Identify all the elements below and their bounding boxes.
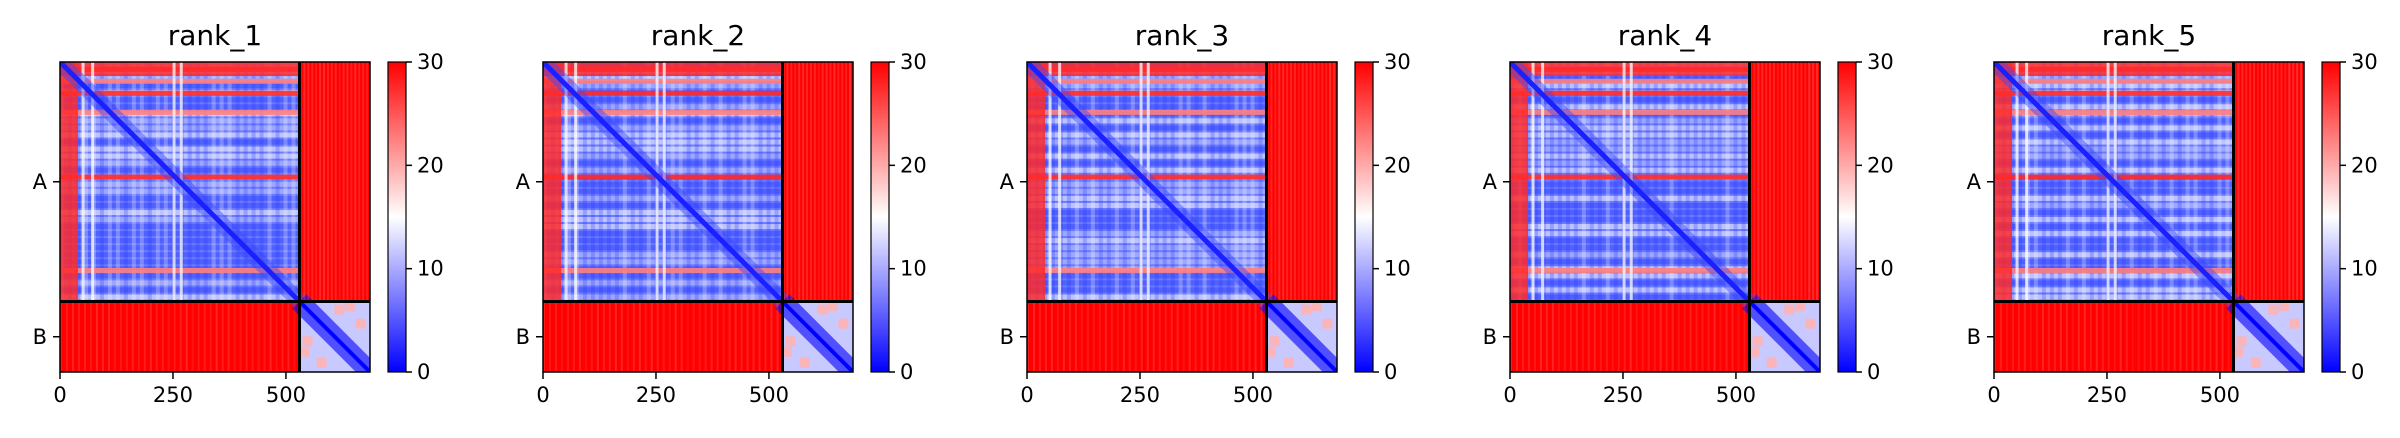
x-tick-label: 500 (1716, 383, 1756, 407)
colorbar-tick-label: 0 (900, 360, 913, 384)
colorbar-tick-label: 20 (1384, 153, 1411, 177)
x-tick-label: 0 (1020, 383, 1033, 407)
colorbar-tick-label: 10 (1384, 257, 1411, 281)
axes-frame (1026, 61, 1338, 373)
x-tick-label: 500 (1233, 383, 1273, 407)
axes-frame (59, 61, 371, 373)
colorbar-tick-label: 0 (1384, 360, 1397, 384)
x-tick-label: 0 (1503, 383, 1516, 407)
colorbar-tick-label: 10 (900, 257, 927, 281)
y-tick-label: A (33, 170, 48, 194)
x-tick-label: 250 (2087, 383, 2127, 407)
colorbar (1837, 61, 1857, 373)
colorbar-tick-label: 20 (2351, 153, 2378, 177)
axes-frame (1993, 61, 2305, 373)
x-tick-label: 250 (153, 383, 193, 407)
panel-title: rank_5 (2102, 19, 2196, 52)
x-tick-label: 500 (2200, 383, 2240, 407)
x-tick-label: 500 (749, 383, 789, 407)
x-tick-label: 0 (536, 383, 549, 407)
y-tick-label: B (1000, 325, 1014, 349)
pae-panel-4: rank_4 0 250 500 A B 0 10 20 30 (1483, 19, 1894, 407)
colorbar (870, 61, 890, 373)
panel-title: rank_1 (168, 19, 262, 52)
x-tick-label: 500 (266, 383, 306, 407)
colorbar (387, 61, 407, 373)
colorbar-tick-label: 30 (1867, 50, 1894, 74)
panel-title: rank_4 (1618, 19, 1712, 52)
heatmap (1510, 62, 1820, 372)
colorbar-tick-label: 20 (417, 153, 444, 177)
pae-panel-1: rank_1 0 250 500 A B 0 10 20 30 (33, 19, 444, 407)
heatmap (1994, 62, 2304, 372)
y-tick-label: A (516, 170, 531, 194)
y-tick-label: A (1483, 170, 1498, 194)
y-tick-label: B (516, 325, 530, 349)
heatmap (1027, 62, 1337, 372)
axes-frame (542, 61, 854, 373)
colorbar-tick-label: 30 (2351, 50, 2378, 74)
colorbar-tick-label: 30 (417, 50, 444, 74)
panel-title: rank_2 (651, 19, 745, 52)
x-tick-label: 250 (1603, 383, 1643, 407)
y-tick-label: B (1967, 325, 1981, 349)
x-tick-label: 0 (53, 383, 66, 407)
colorbar-tick-label: 0 (2351, 360, 2364, 384)
heatmap (543, 62, 853, 372)
x-tick-label: 0 (1987, 383, 2000, 407)
colorbar-tick-label: 30 (1384, 50, 1411, 74)
colorbar-tick-label: 10 (417, 257, 444, 281)
axes-frame (1509, 61, 1821, 373)
x-tick-label: 250 (1120, 383, 1160, 407)
colorbar-tick-label: 20 (900, 153, 927, 177)
heatmap (60, 62, 370, 372)
pae-panel-3: rank_3 0 250 500 A B 0 10 20 30 (1000, 19, 1411, 407)
x-tick-label: 250 (636, 383, 676, 407)
colorbar-tick-label: 0 (417, 360, 430, 384)
colorbar-tick-label: 20 (1867, 153, 1894, 177)
y-tick-label: A (1967, 170, 1982, 194)
colorbar-tick-label: 30 (900, 50, 927, 74)
panel-title: rank_3 (1135, 19, 1229, 52)
colorbar-tick-label: 10 (2351, 257, 2378, 281)
colorbar-tick-label: 10 (1867, 257, 1894, 281)
colorbar-tick-label: 0 (1867, 360, 1880, 384)
pae-panel-2: rank_2 0 250 500 A B 0 10 20 30 (516, 19, 927, 407)
colorbar (2321, 61, 2341, 373)
y-tick-label: A (1000, 170, 1015, 194)
y-tick-label: B (1483, 325, 1497, 349)
y-tick-label: B (33, 325, 47, 349)
pae-panel-5: rank_5 0 250 500 A B 0 10 20 30 (1967, 19, 2378, 407)
colorbar (1354, 61, 1374, 373)
